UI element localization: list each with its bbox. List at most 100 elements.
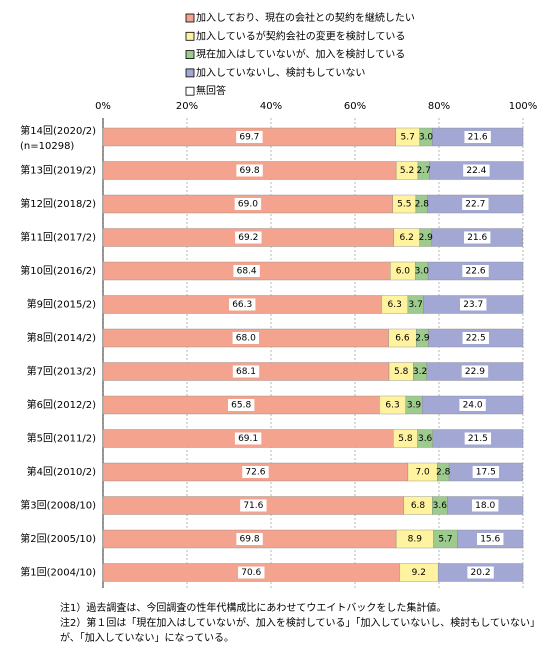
value-label: 5.7: [438, 535, 452, 545]
value-label: 6.3: [385, 401, 399, 411]
category-label: 第2回(2005/10): [20, 532, 96, 545]
value-label: 69.0: [238, 200, 258, 210]
category-label: 第3回(2008/10): [20, 499, 96, 512]
legend-swatch: [185, 86, 195, 96]
chart: 加入しており、現在の会社との契約を継続したい加入しているが契約会社の変更を検討し…: [20, 11, 538, 588]
label-box: [240, 499, 267, 512]
label-box: [477, 533, 504, 545]
value-label: 6.3: [388, 300, 402, 310]
label-box: [236, 131, 263, 143]
label-box: [232, 365, 260, 378]
value-label: 6.2: [399, 233, 413, 243]
value-label: 21.6: [468, 133, 488, 143]
legend-label: 加入していないし、検討もしていない: [196, 66, 365, 79]
label-box: [242, 466, 269, 478]
note: 注1）過去調査は、今回調査の性年代構成比にあわせてウエイトバックをした集計値。: [60, 603, 447, 614]
label-box: [229, 298, 256, 311]
value-label: 69.8: [240, 535, 260, 545]
category-label: 第10回(2016/2): [20, 264, 96, 277]
category-label: 第13回(2019/2): [20, 164, 96, 177]
value-label: 71.6: [243, 501, 263, 511]
category-label: 第6回(2012/2): [27, 398, 96, 411]
value-label: 2.8: [436, 468, 451, 478]
label-box: [227, 399, 255, 411]
label-box: [462, 332, 489, 344]
label-box: [464, 131, 491, 143]
category-note: (n=10298): [20, 141, 74, 152]
label-box: [235, 231, 262, 244]
x-tick-label: 60%: [344, 101, 366, 112]
category-label: 第11回(2017/2): [20, 231, 96, 244]
value-label: 3.0: [415, 267, 430, 277]
value-label: 8.9: [408, 535, 423, 545]
legend-label: 加入しているが契約会社の変更を検討している: [196, 29, 405, 42]
legend-swatch: [185, 13, 195, 23]
label-box: [462, 198, 489, 210]
x-tick-label: 80%: [428, 101, 450, 112]
category-label: 第4回(2010/2): [27, 465, 96, 478]
category-label: 第7回(2013/2): [27, 365, 96, 378]
value-label: 6.0: [396, 267, 411, 277]
category-label: 第12回(2018/2): [20, 197, 96, 210]
label-box: [472, 499, 499, 512]
value-label: 23.7: [463, 300, 483, 310]
value-label: 2.9: [419, 233, 434, 243]
x-tick-label: 40%: [260, 101, 282, 112]
label-box: [464, 231, 491, 244]
label-box: [463, 164, 490, 177]
category-label: 第9回(2015/2): [27, 298, 96, 311]
category-label: 第8回(2014/2): [27, 331, 96, 344]
value-label: 5.7: [401, 133, 415, 143]
value-label: 66.3: [232, 300, 252, 310]
notes: 注1）過去調査は、今回調査の性年代構成比にあわせてウエイトバックをした集計値。注…: [60, 601, 550, 646]
value-label: 5.8: [394, 367, 409, 377]
value-label: 7.0: [415, 468, 430, 478]
x-tick-label: 20%: [176, 101, 198, 112]
x-tick-label: 100%: [509, 101, 538, 112]
value-label: 17.5: [476, 468, 496, 478]
value-label: 72.6: [245, 468, 265, 478]
value-label: 3.6: [418, 434, 433, 444]
value-label: 6.8: [411, 501, 426, 511]
label-box: [234, 198, 262, 210]
label-box: [233, 265, 260, 277]
value-label: 3.9: [407, 401, 422, 411]
value-label: 70.6: [241, 568, 261, 578]
value-label: 69.8: [240, 166, 260, 176]
label-box: [238, 566, 265, 579]
label-box: [467, 566, 494, 579]
label-box: [236, 533, 263, 545]
legend-swatch: [185, 50, 195, 59]
value-label: 6.6: [395, 334, 410, 344]
value-label: 3.2: [413, 367, 427, 377]
category-label: 第1回(2004/10): [20, 566, 96, 579]
value-label: 3.6: [433, 501, 448, 511]
value-label: 69.7: [239, 133, 259, 143]
value-label: 68.0: [236, 334, 256, 344]
value-label: 22.7: [465, 200, 485, 210]
value-label: 5.8: [398, 434, 413, 444]
legend-label: 無回答: [196, 84, 226, 97]
note: 注2）第１回は「現在加入はしていないが、加入を検討している」「加入していないし、…: [60, 618, 540, 644]
value-label: 21.6: [467, 233, 487, 243]
value-label: 2.8: [415, 200, 430, 210]
value-label: 3.0: [419, 133, 434, 143]
value-label: 18.0: [475, 501, 495, 511]
value-label: 22.9: [465, 367, 485, 377]
value-label: 68.1: [236, 367, 256, 377]
value-label: 22.5: [466, 334, 486, 344]
legend-swatch: [185, 68, 195, 78]
category-label: 第14回(2020/2): [20, 124, 96, 137]
legend-label: 加入しており、現在の会社との契約を継続したい: [196, 11, 415, 24]
value-label: 15.6: [480, 535, 500, 545]
value-label: 3.7: [409, 300, 423, 310]
value-label: 21.5: [468, 434, 488, 444]
value-label: 5.2: [400, 166, 414, 176]
value-label: 2.7: [417, 166, 431, 176]
label-box: [472, 466, 500, 478]
value-label: 22.4: [466, 166, 486, 176]
value-label: 2.9: [415, 334, 430, 344]
x-tick-label: 0%: [95, 101, 111, 112]
value-label: 20.2: [471, 568, 491, 578]
